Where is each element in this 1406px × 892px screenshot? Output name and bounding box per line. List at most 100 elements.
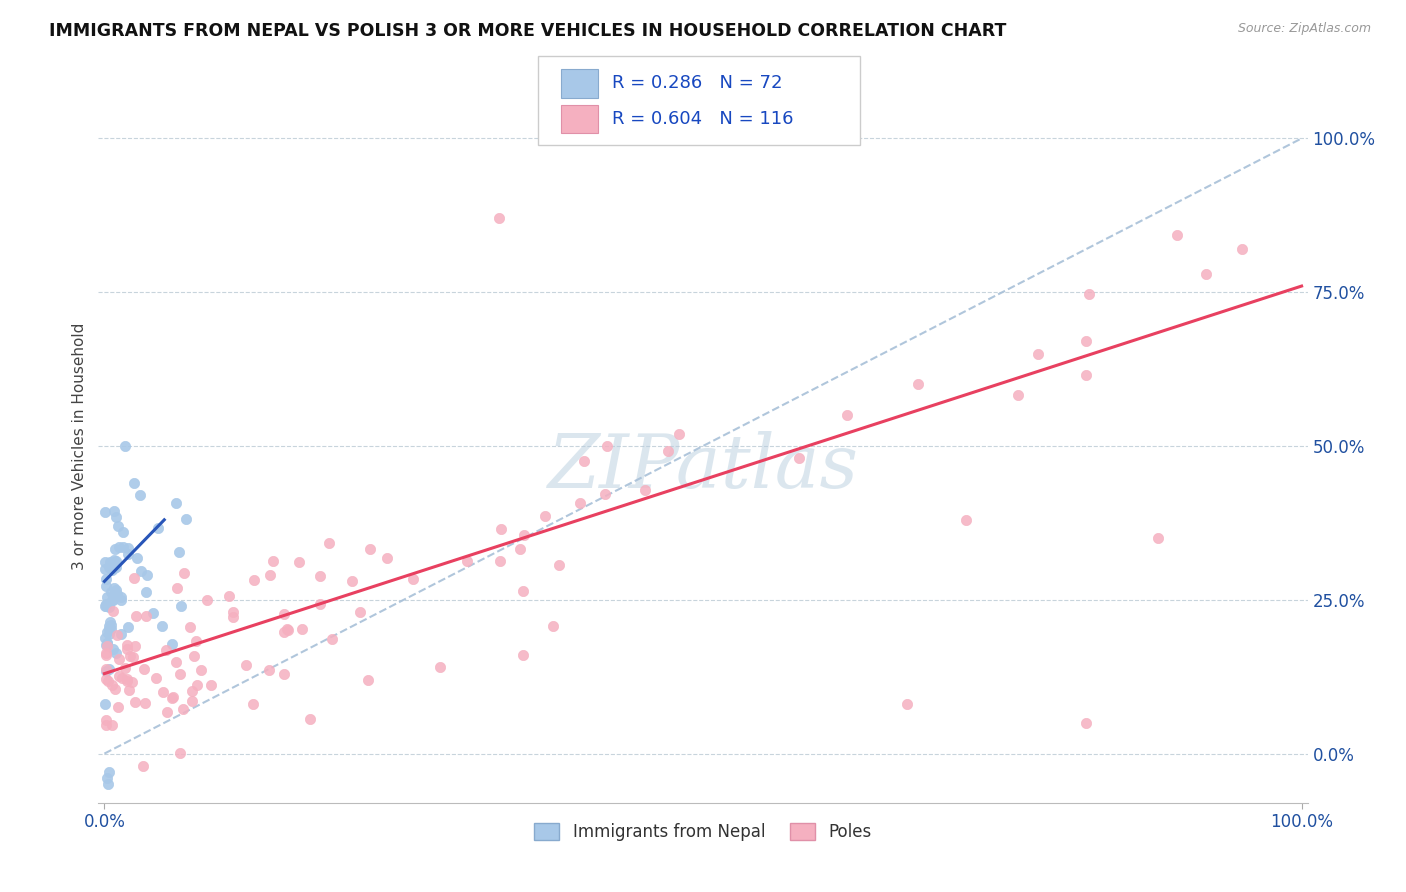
Poles <box>200 678 222 692</box>
Text: R = 0.604   N = 116: R = 0.604 N = 116 <box>612 110 793 128</box>
Poles <box>318 536 340 550</box>
Poles <box>135 609 157 624</box>
Immigrants from Nepal <box>124 475 146 490</box>
Poles <box>162 690 184 705</box>
Poles <box>108 651 131 665</box>
Poles <box>342 574 364 588</box>
Poles <box>593 487 616 501</box>
Immigrants from Nepal <box>94 599 117 614</box>
Poles <box>1074 715 1097 730</box>
Poles <box>115 674 138 689</box>
Immigrants from Nepal <box>94 555 117 569</box>
Poles <box>489 553 512 567</box>
Poles <box>156 705 179 719</box>
Immigrants from Nepal <box>135 567 157 582</box>
Poles <box>375 550 398 565</box>
Immigrants from Nepal <box>146 521 169 535</box>
Poles <box>513 528 536 542</box>
Poles <box>183 648 205 663</box>
Immigrants from Nepal <box>107 519 129 533</box>
Poles <box>359 542 381 557</box>
Poles <box>357 673 380 687</box>
Poles <box>162 690 184 705</box>
Poles <box>657 444 679 458</box>
Poles <box>512 648 534 662</box>
Poles <box>787 451 810 466</box>
Immigrants from Nepal <box>105 560 128 574</box>
Poles <box>1026 347 1049 361</box>
Poles <box>1074 368 1097 382</box>
Immigrants from Nepal <box>105 583 128 598</box>
Poles <box>907 377 929 392</box>
Immigrants from Nepal <box>97 626 120 640</box>
Poles <box>257 663 280 677</box>
Poles <box>896 698 918 712</box>
Poles <box>309 597 332 611</box>
Poles <box>235 658 257 673</box>
Immigrants from Nepal <box>112 540 135 554</box>
Immigrants from Nepal <box>97 777 120 791</box>
Poles <box>122 571 145 585</box>
Poles <box>94 646 117 660</box>
Text: ZIPatlas: ZIPatlas <box>547 431 859 504</box>
Immigrants from Nepal <box>94 505 117 519</box>
Poles <box>166 582 188 596</box>
Poles <box>548 558 571 573</box>
Immigrants from Nepal <box>103 588 125 602</box>
Immigrants from Nepal <box>103 504 125 518</box>
Immigrants from Nepal <box>110 627 132 641</box>
Immigrants from Nepal <box>103 553 125 567</box>
Immigrants from Nepal <box>96 591 118 605</box>
Poles <box>533 508 555 523</box>
Poles <box>273 666 295 681</box>
Poles <box>145 671 167 685</box>
Poles <box>277 624 299 638</box>
Poles <box>173 566 195 580</box>
Poles <box>186 634 208 648</box>
Immigrants from Nepal <box>98 555 121 569</box>
Poles <box>114 661 136 675</box>
Poles <box>668 426 690 441</box>
Poles <box>181 694 204 708</box>
Immigrants from Nepal <box>98 600 121 615</box>
Poles <box>242 574 264 588</box>
Poles <box>115 639 138 653</box>
Immigrants from Nepal <box>98 560 121 574</box>
Immigrants from Nepal <box>125 550 148 565</box>
Poles <box>402 572 425 586</box>
Poles <box>169 747 191 761</box>
Immigrants from Nepal <box>94 631 117 645</box>
Immigrants from Nepal <box>101 592 124 607</box>
Poles <box>94 713 117 727</box>
Poles <box>118 648 141 663</box>
Immigrants from Nepal <box>152 619 174 633</box>
Poles <box>262 554 284 568</box>
Poles <box>101 678 124 692</box>
Immigrants from Nepal <box>97 662 120 676</box>
Poles <box>108 668 131 682</box>
Poles <box>242 697 264 711</box>
Poles <box>107 700 129 714</box>
Immigrants from Nepal <box>96 572 118 586</box>
Poles <box>488 211 510 226</box>
Poles <box>97 673 120 688</box>
Poles <box>115 642 138 657</box>
Immigrants from Nepal <box>100 561 122 575</box>
Immigrants from Nepal <box>114 439 136 453</box>
Immigrants from Nepal <box>108 540 131 554</box>
Immigrants from Nepal <box>105 587 128 601</box>
Immigrants from Nepal <box>98 615 121 629</box>
Poles <box>287 555 309 569</box>
Poles <box>122 650 145 665</box>
Poles <box>186 678 208 692</box>
Immigrants from Nepal <box>94 698 117 712</box>
Immigrants from Nepal <box>98 765 121 780</box>
Poles <box>101 718 124 732</box>
Immigrants from Nepal <box>135 585 157 599</box>
Immigrants from Nepal <box>117 541 139 555</box>
Immigrants from Nepal <box>110 590 132 604</box>
Immigrants from Nepal <box>112 524 135 539</box>
Immigrants from Nepal <box>167 545 190 559</box>
Poles <box>96 639 118 653</box>
Poles <box>152 685 174 699</box>
